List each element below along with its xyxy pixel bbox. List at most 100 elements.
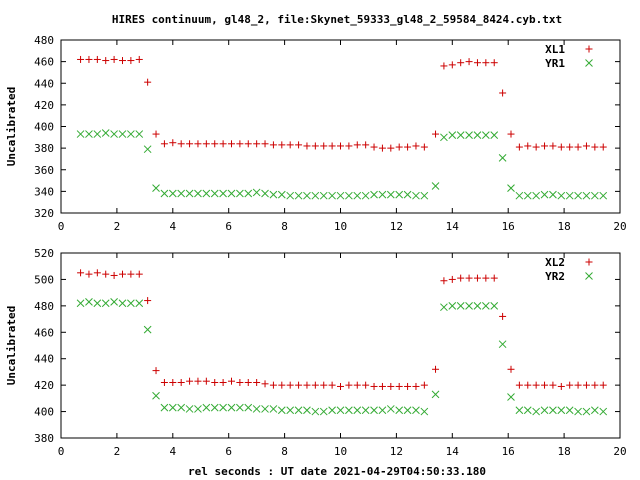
data-point	[565, 191, 574, 200]
data-point	[93, 299, 102, 308]
data-point	[432, 365, 440, 373]
data-point	[378, 190, 387, 199]
data-point	[202, 189, 211, 198]
y-tick-label: 440	[34, 77, 54, 90]
data-point	[236, 189, 244, 198]
x-tick-label: 10	[334, 220, 347, 233]
data-point	[244, 140, 252, 148]
data-point	[202, 140, 210, 148]
series-YR1	[76, 129, 608, 200]
legend-marker	[585, 45, 593, 53]
data-point	[328, 381, 336, 389]
data-point	[185, 189, 194, 198]
data-point	[541, 381, 549, 389]
data-point	[481, 131, 490, 140]
data-point	[507, 393, 515, 401]
data-point	[404, 382, 412, 390]
data-point	[524, 142, 532, 150]
data-point	[101, 299, 110, 308]
data-point	[549, 406, 557, 415]
legend-marker	[585, 272, 593, 280]
data-point	[456, 131, 465, 140]
data-point	[286, 406, 295, 415]
data-point	[227, 377, 235, 385]
data-point	[549, 142, 557, 150]
data-point	[93, 269, 101, 277]
data-point	[582, 381, 590, 389]
data-point	[599, 407, 608, 416]
data-point	[590, 191, 599, 200]
data-point	[152, 184, 160, 192]
data-point	[169, 139, 177, 147]
x-tick-label: 8	[281, 445, 288, 458]
data-point	[143, 325, 152, 334]
data-point	[448, 302, 457, 310]
data-point	[440, 62, 448, 70]
data-point	[85, 298, 93, 306]
data-point	[261, 380, 269, 388]
data-point	[395, 143, 403, 151]
x-tick-label: 18	[557, 445, 570, 458]
data-point	[127, 270, 135, 278]
data-point	[574, 143, 582, 151]
data-point	[362, 381, 370, 389]
x-tick-label: 6	[225, 220, 232, 233]
data-point	[386, 405, 395, 413]
data-point	[395, 406, 404, 415]
data-point	[244, 403, 253, 412]
data-point	[77, 269, 85, 277]
y-tick-label: 380	[34, 432, 54, 445]
data-point	[490, 131, 499, 140]
y-axis-label: Uncalibrated	[5, 87, 18, 166]
data-point	[557, 143, 565, 151]
data-point	[135, 130, 144, 138]
data-point	[202, 403, 211, 412]
data-point	[118, 299, 127, 308]
x-tick-label: 20	[613, 220, 626, 233]
data-point	[278, 381, 286, 389]
plot-frame	[60, 39, 621, 214]
x-tick-label: 12	[390, 220, 403, 233]
data-point	[541, 142, 549, 150]
data-point	[465, 131, 473, 140]
y-tick-label: 480	[34, 300, 54, 313]
data-point	[448, 131, 457, 140]
data-point	[110, 55, 118, 63]
data-point	[186, 377, 194, 385]
y-tick-label: 500	[34, 273, 54, 286]
data-point	[370, 190, 378, 199]
data-point	[345, 381, 353, 389]
data-point	[227, 140, 235, 148]
data-point	[127, 299, 135, 308]
data-point	[286, 141, 294, 149]
data-point	[177, 140, 185, 148]
data-point	[311, 381, 319, 389]
data-point	[168, 403, 177, 412]
y-tick-label: 420	[34, 379, 54, 392]
legend-label: YR1	[545, 57, 565, 70]
x-tick-label: 8	[281, 220, 288, 233]
data-point	[219, 403, 227, 412]
data-point	[490, 59, 498, 67]
data-point	[144, 297, 152, 305]
data-point	[261, 189, 269, 198]
data-point	[515, 406, 524, 415]
data-point	[152, 391, 160, 400]
data-point	[465, 58, 473, 66]
data-point	[186, 140, 194, 148]
data-point	[353, 406, 362, 415]
x-axis-label: rel seconds : UT date 2021-04-29T04:50:3…	[188, 465, 486, 478]
data-point	[160, 403, 169, 412]
data-point	[515, 143, 523, 151]
data-point	[378, 144, 386, 152]
data-point	[160, 379, 168, 386]
data-point	[269, 381, 277, 389]
top-panel: 0 2 4 6 8 10 12 14 16 18 20 320 340 360 380 400 420 440 46…	[5, 34, 627, 233]
data-point	[319, 407, 328, 416]
data-point	[253, 379, 261, 386]
data-point	[135, 299, 144, 308]
data-point	[269, 190, 278, 199]
data-point	[261, 140, 269, 148]
data-point	[361, 191, 370, 200]
x-tick-label: 16	[502, 220, 515, 233]
